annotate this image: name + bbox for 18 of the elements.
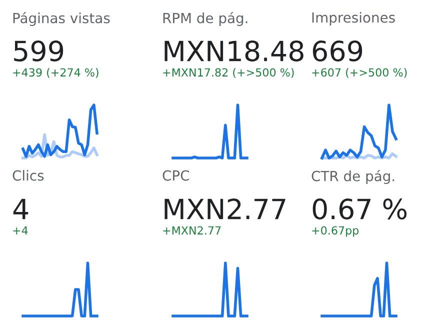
text: 669 bbox=[312, 40, 362, 62]
text: 599 bbox=[14, 40, 64, 62]
chart-title: CTR de pág. bbox=[312, 170, 394, 184]
chart-title: Clics bbox=[12, 170, 44, 181]
text: +MXN17.82 (+>500 %) bbox=[163, 68, 294, 78]
text: 4 bbox=[13, 198, 28, 220]
chart-title: RPM de pág. bbox=[163, 12, 248, 26]
chart-title: Impresiones bbox=[312, 12, 395, 26]
text: +4 bbox=[13, 226, 28, 234]
text: 0.67 % bbox=[312, 198, 407, 220]
text: MXN18.48 bbox=[164, 40, 304, 62]
text: +MXN2.77 bbox=[163, 226, 221, 234]
text: +607 (+>500 %) bbox=[312, 68, 407, 78]
text: +0.67pp bbox=[312, 226, 359, 237]
chart-title: CPC bbox=[162, 170, 190, 181]
chart-title: Páginas vistas bbox=[13, 12, 110, 26]
text: +439 (+274 %) bbox=[13, 68, 98, 78]
text: MXN2.77 bbox=[164, 198, 286, 220]
